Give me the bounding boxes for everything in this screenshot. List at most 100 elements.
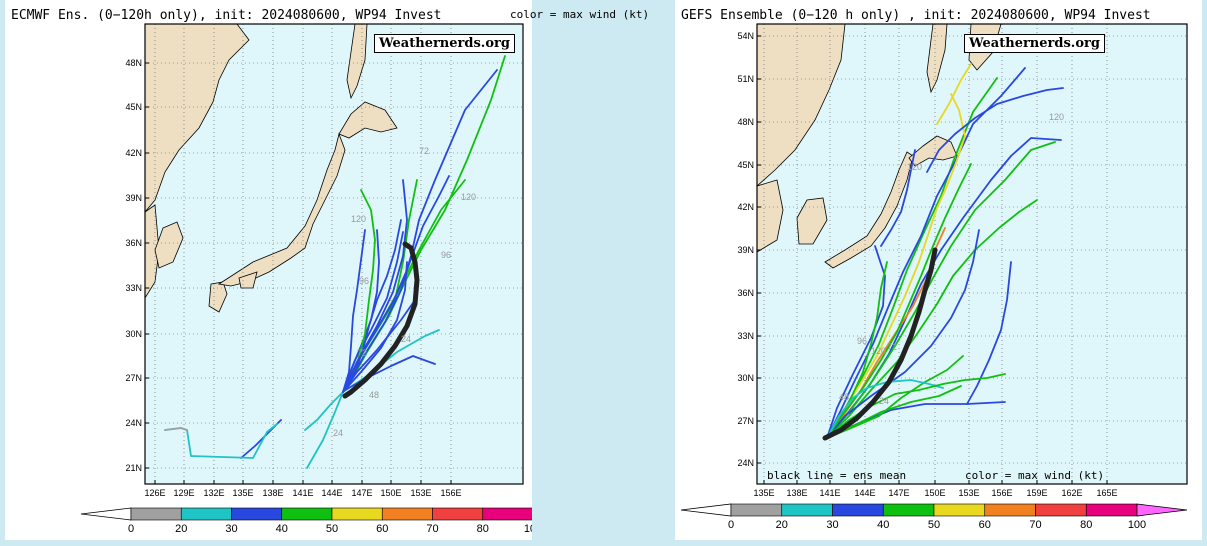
colorbar-over-arrow	[1136, 503, 1188, 517]
ensemble-track	[826, 379, 944, 439]
ensemble-tracks	[164, 55, 506, 469]
gefs-map: 54N 51N 48N 45N 42N 39N 36N 33N 30N 27N 24N 135E 138…	[680, 23, 1188, 531]
ensemble-track	[826, 199, 1038, 439]
lat-label: 36N	[737, 288, 754, 298]
lat-label: 45N	[737, 160, 754, 170]
colorbar-tick: 100	[1128, 519, 1146, 531]
gefs-panel: GEFS Ensemble (0−120 h only) , init: 202…	[675, 0, 1202, 540]
lon-label: 159E	[1026, 488, 1047, 498]
forecast-hour-label: 24	[333, 428, 343, 438]
forecast-hour-label: 96	[441, 250, 451, 260]
land-2	[796, 197, 828, 245]
ensemble-track	[880, 149, 916, 247]
colorbar-tick: 70	[426, 523, 438, 535]
colorbar-segment	[781, 503, 833, 517]
colorbar-tick: 30	[826, 519, 838, 531]
colorbar-segment	[1085, 503, 1138, 517]
colorbar-tick: 0	[128, 523, 134, 535]
lat-label: 24N	[125, 418, 142, 428]
colorbar-tick: 30	[225, 523, 237, 535]
colorbar-tick: 100	[524, 523, 532, 535]
lat-label: 27N	[737, 416, 754, 426]
ensemble-track	[306, 391, 344, 469]
lon-label: 144E	[854, 488, 875, 498]
forecast-hour-label: 120	[351, 214, 366, 224]
lat-label: 42N	[125, 148, 142, 158]
colorbar-segment	[933, 503, 986, 517]
forecast-hour-label: 120	[1049, 112, 1064, 122]
lat-label: 54N	[737, 31, 754, 41]
colorbar-tick: 80	[1080, 519, 1092, 531]
lat-label: 39N	[125, 193, 142, 203]
lon-label: 141E	[292, 488, 313, 498]
lon-label: 138E	[262, 488, 283, 498]
lat-label: 48N	[125, 58, 142, 68]
ensemble-track	[342, 219, 402, 393]
forecast-hour-label: 120	[907, 162, 922, 172]
colorbar-under-arrow	[80, 507, 132, 521]
map-frame	[144, 23, 524, 485]
grid-lines	[145, 24, 523, 484]
colorbar-segment	[832, 503, 884, 517]
gefs-mean-note: black line = ens mean	[767, 469, 907, 482]
land-6	[338, 101, 398, 139]
lon-label: 153E	[958, 488, 979, 498]
colorbar-tick: 80	[477, 523, 489, 535]
forecast-hour-label: 96	[857, 336, 867, 346]
colorbar-segment	[331, 507, 383, 521]
lon-label: 144E	[321, 488, 342, 498]
forecast-hour-label: 72	[887, 342, 897, 352]
lon-label: 147E	[888, 488, 909, 498]
gefs-title: GEFS Ensemble (0−120 h only) , init: 202…	[681, 8, 1151, 23]
gefs-watermark: Weathernerds.org	[964, 34, 1105, 53]
ensemble-track	[342, 229, 366, 393]
colorbar-tick: 50	[326, 523, 338, 535]
ensemble-track	[826, 229, 980, 439]
lat-label: 51N	[737, 74, 754, 84]
ensemble-track	[342, 299, 416, 393]
lon-label: 132E	[203, 488, 224, 498]
colorbar-under-arrow	[680, 503, 732, 517]
colorbar-tick: 60	[979, 519, 991, 531]
lon-label: 165E	[1096, 488, 1117, 498]
colorbar-tick: 20	[776, 519, 788, 531]
lat-label: 24N	[737, 458, 754, 468]
colorbar-segment	[730, 503, 783, 517]
forecast-hour-label: 72	[357, 348, 367, 358]
ensemble-track	[966, 261, 1012, 405]
ensemble-track	[826, 245, 886, 439]
ecmwf-panel: ECMWF Ens. (0−120h only), init: 20240806…	[5, 0, 649, 540]
colorbar-segment	[432, 507, 484, 521]
colorbar-tick: 40	[276, 523, 288, 535]
colorbar-tick: 20	[175, 523, 187, 535]
gefs-color-note: color = max wind (kt)	[965, 469, 1105, 482]
ensemble-track	[926, 87, 1064, 173]
colorbar-tick: 40	[877, 519, 889, 531]
colorbar-segment	[882, 503, 935, 517]
ecmwf-color-note: color = max wind (kt)	[510, 8, 650, 21]
ensemble-track	[826, 67, 1026, 439]
land-2	[154, 221, 184, 269]
lat-label: 45N	[125, 102, 142, 112]
ecmwf-map: 48N 45N 42N 39N 36N 33N 30N 27N 24N 21N 126E 129E 13…	[80, 23, 532, 535]
lat-label: 30N	[125, 329, 142, 339]
colorbar-segment	[381, 507, 433, 521]
colorbar-tick: 50	[928, 519, 940, 531]
lon-label: 141E	[819, 488, 840, 498]
lon-label: 135E	[753, 488, 774, 498]
lon-label: 126E	[144, 488, 165, 498]
forecast-hour-label: 72	[419, 146, 429, 156]
lat-label: 21N	[125, 463, 142, 473]
lat-label: 36N	[125, 238, 142, 248]
lon-label: 135E	[232, 488, 253, 498]
ensemble-track	[304, 391, 344, 431]
ensemble-track	[826, 261, 888, 439]
lat-label: 30N	[737, 373, 754, 383]
forecast-hour-label: 48	[369, 390, 379, 400]
lat-label: 39N	[737, 245, 754, 255]
lon-label: 150E	[924, 488, 945, 498]
lon-label: 156E	[440, 488, 461, 498]
lat-label: 27N	[125, 373, 142, 383]
colorbar-tick: 60	[376, 523, 388, 535]
colorbar-segment	[130, 507, 182, 521]
